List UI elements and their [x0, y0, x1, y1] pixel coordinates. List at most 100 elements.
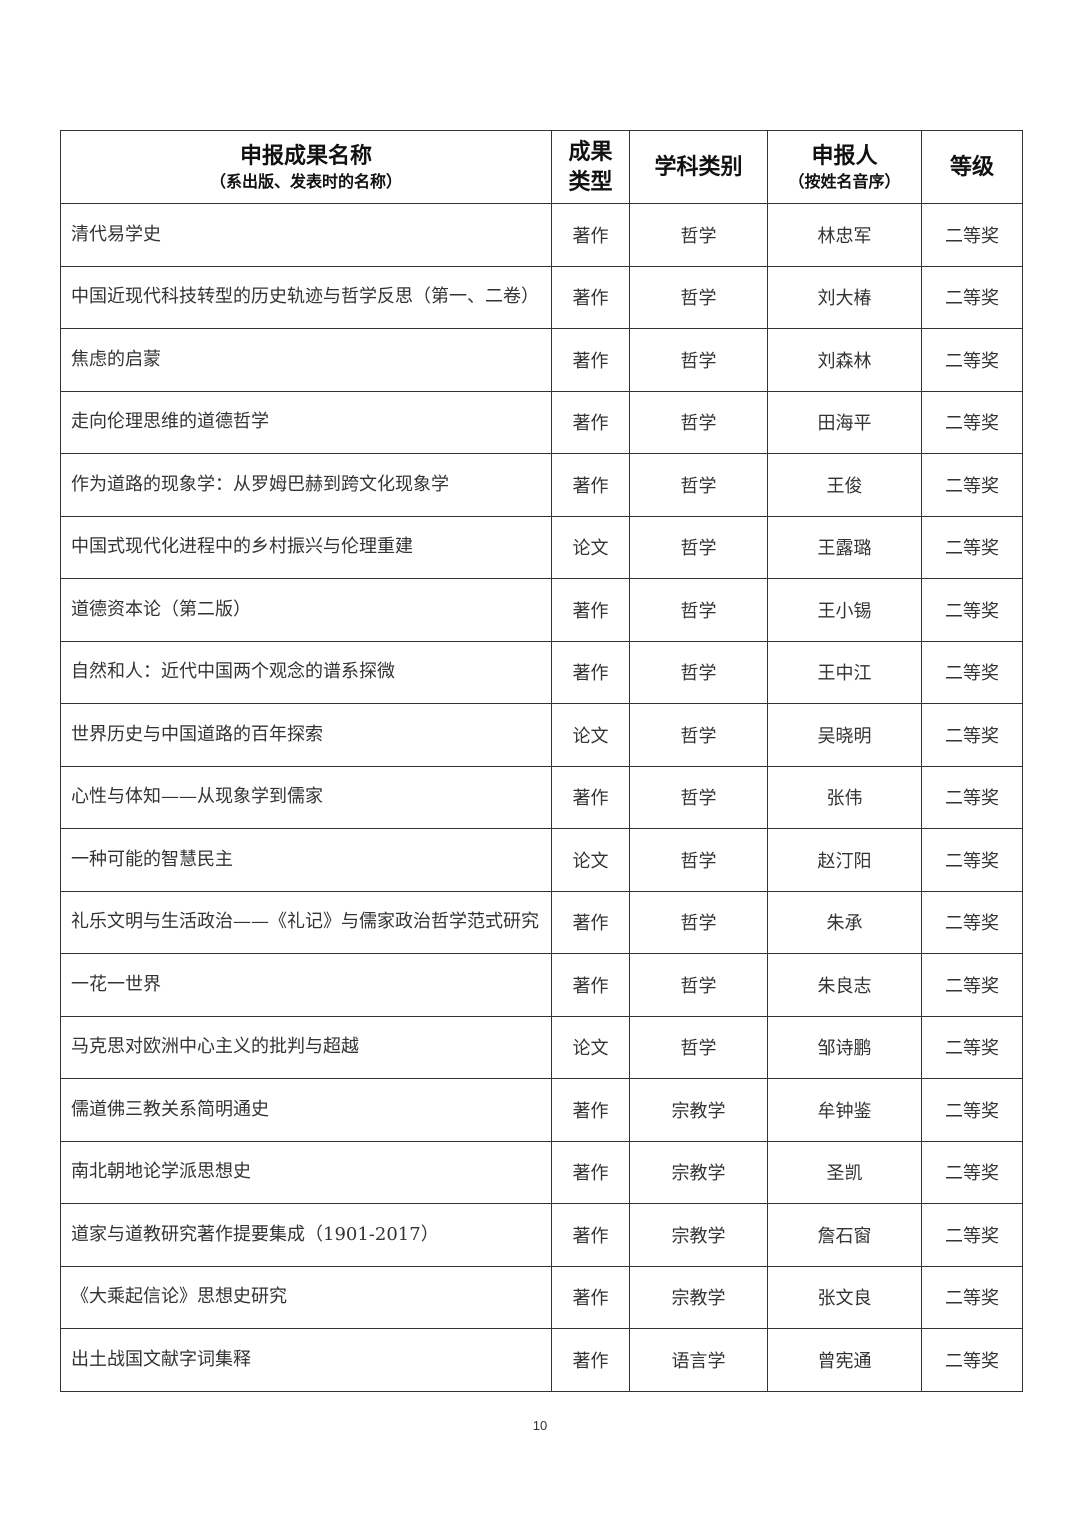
- table-row: 南北朝地论学派思想史 著作 宗教学 圣凯 二等奖: [60, 1140, 1023, 1204]
- table-row: 世界历史与中国道路的百年探索 论文 哲学 吴晓明 二等奖: [60, 703, 1023, 767]
- cell-discipline: 哲学: [629, 265, 768, 329]
- cell-discipline: 哲学: [629, 1015, 768, 1079]
- cell-type: 著作: [551, 640, 630, 704]
- cell-name: 马克思对欧洲中心主义的批判与超越: [60, 1015, 552, 1079]
- cell-grade: 二等奖: [921, 1078, 1023, 1142]
- cell-name: 道家与道教研究著作提要集成（1901-2017）: [60, 1203, 552, 1267]
- cell-applicant: 刘森林: [767, 328, 922, 392]
- cell-name: 道德资本论（第二版）: [60, 578, 552, 642]
- table-row: 心性与体知——从现象学到儒家 著作 哲学 张伟 二等奖: [60, 765, 1023, 829]
- table-row: 一种可能的智慧民主 论文 哲学 赵汀阳 二等奖: [60, 828, 1023, 892]
- cell-type: 著作: [551, 328, 630, 392]
- cell-applicant: 朱良志: [767, 953, 922, 1017]
- table-row: 道家与道教研究著作提要集成（1901-2017） 著作 宗教学 詹石窗 二等奖: [60, 1203, 1023, 1267]
- cell-type: 论文: [551, 515, 630, 579]
- cell-grade: 二等奖: [921, 1328, 1023, 1392]
- table-row: 清代易学史 著作 哲学 林忠军 二等奖: [60, 203, 1023, 267]
- table-row: 道德资本论（第二版） 著作 哲学 王小锡 二等奖: [60, 578, 1023, 642]
- cell-discipline: 哲学: [629, 828, 768, 892]
- cell-name: 中国式现代化进程中的乡村振兴与伦理重建: [60, 515, 552, 579]
- cell-type: 著作: [551, 953, 630, 1017]
- cell-name: 清代易学史: [60, 203, 552, 267]
- cell-type: 著作: [551, 1203, 630, 1267]
- cell-type: 著作: [551, 1078, 630, 1142]
- cell-name: 中国近现代科技转型的历史轨迹与哲学反思（第一、二卷）: [60, 265, 552, 329]
- cell-grade: 二等奖: [921, 453, 1023, 517]
- cell-discipline: 哲学: [629, 203, 768, 267]
- header-discipline: 学科类别: [629, 130, 768, 204]
- cell-discipline: 宗教学: [629, 1203, 768, 1267]
- table-row: 中国式现代化进程中的乡村振兴与伦理重建 论文 哲学 王露璐 二等奖: [60, 515, 1023, 579]
- awards-table: 申报成果名称 （系出版、发表时的名称） 成果类型 学科类别 申报人 （按姓名音序） …: [60, 130, 1023, 1392]
- cell-name: 心性与体知——从现象学到儒家: [60, 765, 552, 829]
- cell-type: 著作: [551, 890, 630, 954]
- cell-grade: 二等奖: [921, 265, 1023, 329]
- cell-type: 著作: [551, 203, 630, 267]
- cell-name: 世界历史与中国道路的百年探索: [60, 703, 552, 767]
- cell-grade: 二等奖: [921, 328, 1023, 392]
- cell-applicant: 田海平: [767, 390, 922, 454]
- cell-name: 自然和人：近代中国两个观念的谱系探微: [60, 640, 552, 704]
- cell-discipline: 宗教学: [629, 1078, 768, 1142]
- cell-name: 《大乘起信论》思想史研究: [60, 1265, 552, 1329]
- cell-applicant: 林忠军: [767, 203, 922, 267]
- cell-discipline: 哲学: [629, 640, 768, 704]
- cell-name: 儒道佛三教关系简明通史: [60, 1078, 552, 1142]
- cell-name: 出土战国文献字词集释: [60, 1328, 552, 1392]
- table-row: 礼乐文明与生活政治——《礼记》与儒家政治哲学范式研究 著作 哲学 朱承 二等奖: [60, 890, 1023, 954]
- cell-applicant: 王小锡: [767, 578, 922, 642]
- cell-applicant: 张文良: [767, 1265, 922, 1329]
- cell-grade: 二等奖: [921, 703, 1023, 767]
- header-applicant-sub: （按姓名音序）: [788, 172, 901, 191]
- header-grade: 等级: [921, 130, 1023, 204]
- header-applicant: 申报人 （按姓名音序）: [767, 130, 922, 204]
- cell-name: 礼乐文明与生活政治——《礼记》与儒家政治哲学范式研究: [60, 890, 552, 954]
- cell-grade: 二等奖: [921, 578, 1023, 642]
- cell-type: 著作: [551, 765, 630, 829]
- cell-grade: 二等奖: [921, 1140, 1023, 1204]
- cell-name: 焦虑的启蒙: [60, 328, 552, 392]
- cell-discipline: 哲学: [629, 703, 768, 767]
- cell-discipline: 哲学: [629, 328, 768, 392]
- table-row: 出土战国文献字词集释 著作 语言学 曾宪通 二等奖: [60, 1328, 1023, 1392]
- cell-discipline: 哲学: [629, 890, 768, 954]
- table-row: 焦虑的启蒙 著作 哲学 刘森林 二等奖: [60, 328, 1023, 392]
- cell-applicant: 邹诗鹏: [767, 1015, 922, 1079]
- cell-discipline: 宗教学: [629, 1140, 768, 1204]
- cell-type: 著作: [551, 390, 630, 454]
- cell-discipline: 哲学: [629, 578, 768, 642]
- header-name: 申报成果名称 （系出版、发表时的名称）: [60, 130, 552, 204]
- cell-applicant: 圣凯: [767, 1140, 922, 1204]
- cell-applicant: 詹石窗: [767, 1203, 922, 1267]
- cell-name: 南北朝地论学派思想史: [60, 1140, 552, 1204]
- page-number: 10: [532, 1418, 548, 1433]
- cell-grade: 二等奖: [921, 203, 1023, 267]
- cell-grade: 二等奖: [921, 515, 1023, 579]
- cell-type: 著作: [551, 578, 630, 642]
- table-row: 自然和人：近代中国两个观念的谱系探微 著作 哲学 王中江 二等奖: [60, 640, 1023, 704]
- header-applicant-label: 申报人: [811, 143, 878, 169]
- table-row: 儒道佛三教关系简明通史 著作 宗教学 牟钟鉴 二等奖: [60, 1078, 1023, 1142]
- cell-grade: 二等奖: [921, 1265, 1023, 1329]
- header-name-label: 申报成果名称: [239, 143, 372, 169]
- header-name-sub: （系出版、发表时的名称）: [209, 172, 402, 191]
- cell-applicant: 吴晓明: [767, 703, 922, 767]
- cell-discipline: 宗教学: [629, 1265, 768, 1329]
- table-row: 马克思对欧洲中心主义的批判与超越 论文 哲学 邹诗鹏 二等奖: [60, 1015, 1023, 1079]
- cell-grade: 二等奖: [921, 1203, 1023, 1267]
- cell-grade: 二等奖: [921, 765, 1023, 829]
- cell-grade: 二等奖: [921, 828, 1023, 892]
- header-type: 成果类型: [551, 130, 630, 204]
- cell-applicant: 刘大椿: [767, 265, 922, 329]
- cell-type: 论文: [551, 703, 630, 767]
- cell-type: 著作: [551, 1328, 630, 1392]
- cell-grade: 二等奖: [921, 1015, 1023, 1079]
- cell-grade: 二等奖: [921, 390, 1023, 454]
- cell-grade: 二等奖: [921, 953, 1023, 1017]
- cell-type: 著作: [551, 453, 630, 517]
- cell-type: 论文: [551, 1015, 630, 1079]
- cell-name: 一种可能的智慧民主: [60, 828, 552, 892]
- cell-discipline: 哲学: [629, 515, 768, 579]
- cell-applicant: 王俊: [767, 453, 922, 517]
- cell-name: 一花一世界: [60, 953, 552, 1017]
